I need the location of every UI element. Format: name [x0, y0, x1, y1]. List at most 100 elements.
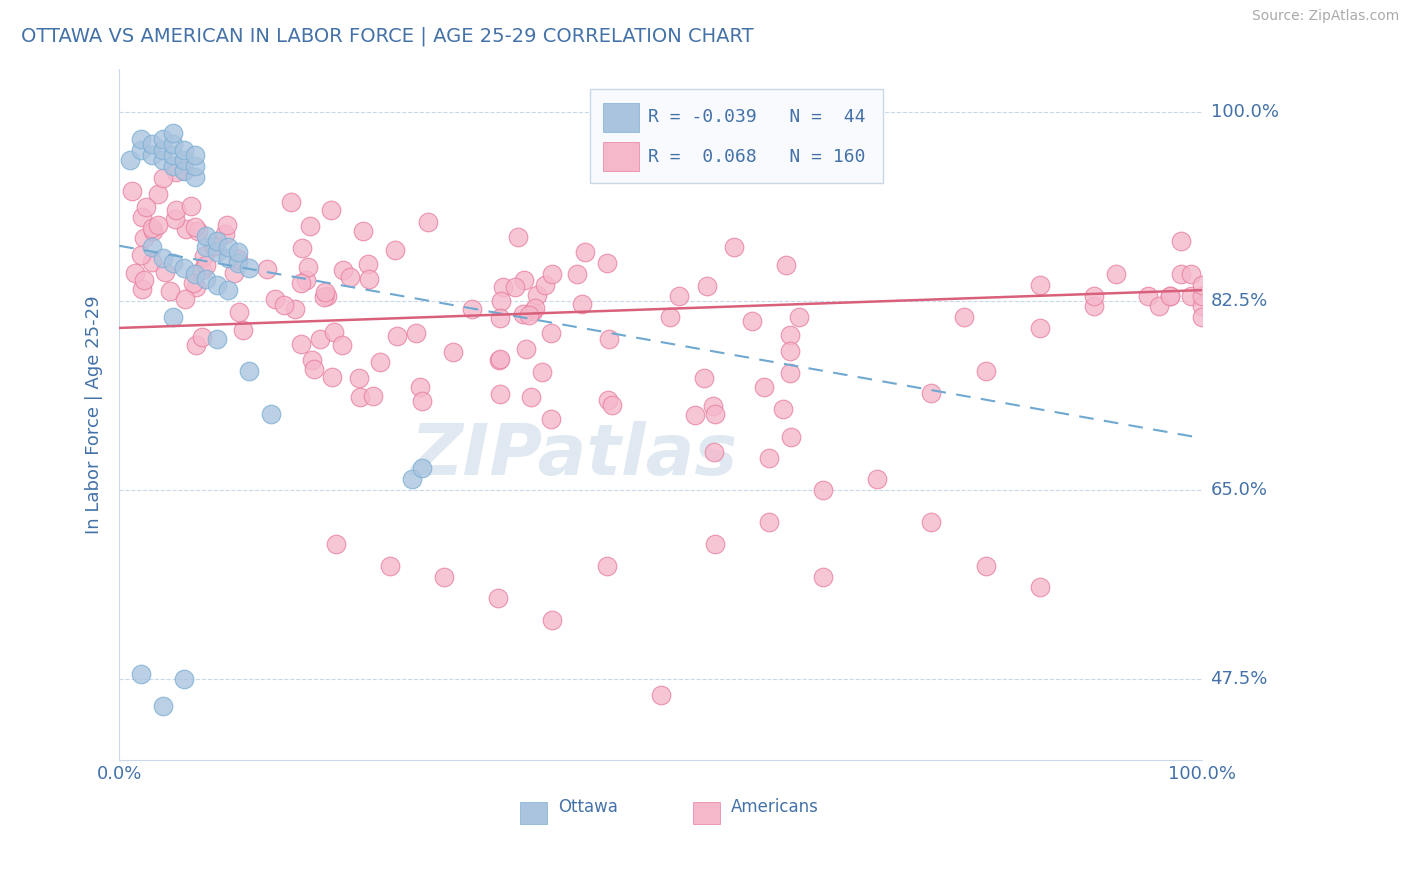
- Point: [173, 261, 195, 276]
- Point: [284, 302, 307, 317]
- Point: [217, 283, 239, 297]
- Point: [571, 296, 593, 310]
- Point: [461, 302, 484, 317]
- Point: [811, 569, 834, 583]
- Point: [1191, 310, 1213, 325]
- Point: [702, 400, 724, 414]
- Point: [184, 267, 207, 281]
- Point: [600, 398, 623, 412]
- Point: [357, 257, 380, 271]
- Point: [205, 235, 228, 249]
- Point: [598, 393, 620, 408]
- Point: [291, 242, 314, 256]
- Point: [703, 537, 725, 551]
- Text: Source: ZipAtlas.com: Source: ZipAtlas.com: [1251, 9, 1399, 23]
- Point: [1159, 288, 1181, 302]
- Point: [489, 311, 512, 326]
- Point: [162, 137, 184, 152]
- Point: [416, 215, 439, 229]
- Point: [779, 344, 801, 359]
- Point: [1191, 299, 1213, 313]
- Point: [772, 402, 794, 417]
- Point: [489, 387, 512, 401]
- Point: [1170, 235, 1192, 249]
- Point: [152, 251, 174, 265]
- Point: [152, 143, 174, 157]
- Point: [214, 227, 236, 241]
- Point: [120, 153, 142, 168]
- Text: Ottawa: Ottawa: [558, 797, 617, 815]
- Point: [787, 310, 810, 324]
- Point: [260, 408, 283, 422]
- Point: [387, 329, 409, 343]
- Point: [531, 365, 554, 379]
- Point: [228, 256, 250, 270]
- Point: [194, 272, 217, 286]
- Point: [184, 159, 207, 173]
- Point: [1029, 321, 1052, 335]
- Point: [574, 245, 596, 260]
- Point: [238, 261, 260, 276]
- Point: [174, 292, 197, 306]
- Point: [184, 280, 207, 294]
- Point: [330, 337, 353, 351]
- Point: [441, 345, 464, 359]
- Point: [202, 239, 225, 253]
- Text: ZIPatlas: ZIPatlas: [411, 421, 738, 491]
- Point: [492, 280, 515, 294]
- Point: [541, 267, 564, 281]
- Point: [322, 325, 344, 339]
- Point: [779, 327, 801, 342]
- Point: [974, 364, 997, 378]
- FancyBboxPatch shape: [603, 142, 640, 171]
- Point: [595, 256, 617, 270]
- Point: [141, 240, 163, 254]
- Point: [181, 276, 204, 290]
- Point: [517, 309, 540, 323]
- Point: [515, 342, 537, 356]
- FancyBboxPatch shape: [603, 103, 640, 132]
- Point: [315, 289, 337, 303]
- Point: [352, 224, 374, 238]
- Point: [129, 143, 152, 157]
- Point: [312, 290, 335, 304]
- Point: [205, 245, 228, 260]
- Point: [194, 229, 217, 244]
- Point: [232, 323, 254, 337]
- Point: [321, 370, 343, 384]
- Point: [321, 202, 343, 217]
- Text: 47.5%: 47.5%: [1211, 670, 1268, 689]
- Point: [685, 409, 707, 423]
- Point: [1029, 580, 1052, 594]
- Point: [378, 558, 401, 573]
- Point: [503, 280, 526, 294]
- Point: [540, 326, 562, 340]
- Point: [228, 252, 250, 266]
- Point: [141, 221, 163, 235]
- Point: [162, 256, 184, 270]
- Point: [141, 255, 163, 269]
- Point: [1147, 299, 1170, 313]
- Point: [433, 569, 456, 583]
- Point: [368, 355, 391, 369]
- Point: [866, 472, 889, 486]
- Point: [129, 132, 152, 146]
- Point: [191, 330, 214, 344]
- Point: [1137, 288, 1160, 302]
- Point: [598, 332, 620, 346]
- Point: [696, 278, 718, 293]
- Point: [1083, 288, 1105, 302]
- Point: [141, 137, 163, 152]
- Point: [180, 199, 202, 213]
- Point: [152, 153, 174, 168]
- Point: [280, 195, 302, 210]
- Point: [332, 262, 354, 277]
- Point: [347, 371, 370, 385]
- Point: [540, 412, 562, 426]
- Point: [152, 132, 174, 146]
- Point: [205, 332, 228, 346]
- Point: [513, 273, 536, 287]
- Point: [411, 461, 433, 475]
- Point: [295, 273, 318, 287]
- Point: [184, 148, 207, 162]
